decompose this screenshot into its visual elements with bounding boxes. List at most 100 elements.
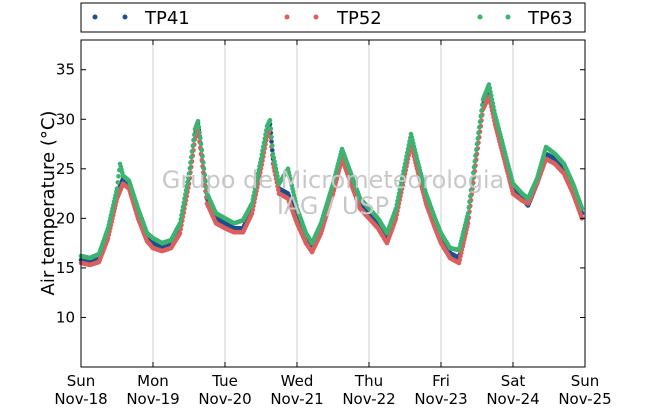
- data-point: [180, 208, 185, 214]
- data-point: [403, 157, 409, 163]
- data-point: [401, 169, 406, 174]
- data-point: [257, 164, 262, 169]
- data-point: [396, 191, 402, 196]
- data-point: [471, 170, 476, 176]
- data-point: [402, 165, 407, 170]
- data-point: [395, 198, 400, 204]
- data-point: [187, 165, 193, 171]
- legend-label-tp63: TP63: [527, 8, 573, 29]
- x-tick-label-day: Fri: [432, 372, 450, 390]
- data-point: [116, 174, 121, 179]
- data-point: [258, 160, 263, 165]
- data-point: [405, 150, 410, 155]
- data-point: [201, 160, 206, 165]
- data-point: [179, 212, 184, 218]
- x-tick-label-date: Nov-22: [342, 390, 395, 408]
- data-point: [199, 147, 205, 153]
- data-point: [249, 211, 255, 216]
- data-point: [476, 130, 481, 136]
- data-point: [178, 216, 184, 222]
- y-tick-label: 15: [56, 259, 75, 277]
- data-point: [269, 134, 274, 140]
- data-point: [466, 205, 472, 210]
- data-point: [405, 146, 411, 152]
- data-point: [254, 178, 259, 184]
- legend-marker-tp52: [313, 14, 319, 20]
- x-axis: SunNov-18MonNov-19TueNov-20WedNov-21ThuN…: [54, 40, 612, 408]
- legend-marker-tp41: [122, 14, 128, 20]
- data-point: [486, 82, 492, 87]
- data-point: [195, 119, 201, 124]
- y-tick-label: 10: [56, 308, 75, 326]
- data-point: [472, 159, 478, 164]
- data-point: [489, 93, 494, 98]
- x-tick-label-date: Nov-20: [198, 390, 251, 408]
- data-point: [263, 132, 268, 137]
- data-point: [197, 130, 202, 135]
- data-point: [260, 148, 265, 153]
- x-tick-label-date: Nov-18: [54, 390, 107, 408]
- data-point: [468, 193, 473, 199]
- data-point: [468, 188, 474, 193]
- data-point: [399, 180, 404, 185]
- data-point: [198, 136, 203, 141]
- y-tick-label: 35: [56, 61, 75, 79]
- watermark: Grupo de Micrometeorologia IAG / USP: [162, 166, 504, 220]
- plot-frame: [80, 39, 586, 368]
- x-tick-label-day: Sat: [501, 372, 526, 390]
- data-point: [475, 136, 481, 141]
- data-point: [183, 188, 189, 193]
- x-tick-label-day: Wed: [281, 372, 314, 390]
- data-point: [256, 167, 262, 173]
- data-point: [271, 155, 277, 160]
- data-point: [192, 132, 197, 138]
- legend-item-tp41: TP41: [92, 8, 190, 29]
- data-point: [262, 136, 268, 141]
- legend: TP41 TP52 TP63: [80, 2, 586, 33]
- data-point: [474, 141, 480, 147]
- data-point: [261, 144, 266, 149]
- data-point: [204, 185, 209, 190]
- data-point: [186, 171, 192, 177]
- data-point: [253, 182, 259, 188]
- data-point: [251, 193, 256, 199]
- data-point: [250, 197, 256, 203]
- data-point: [264, 128, 269, 133]
- legend-marker-tp41: [92, 14, 98, 20]
- data-point: [480, 102, 485, 108]
- data-point: [399, 176, 405, 181]
- x-tick-label-day: Tue: [211, 372, 238, 390]
- data-point: [255, 171, 261, 177]
- data-point: [393, 206, 399, 211]
- data-point: [276, 187, 281, 193]
- legend-item-tp63: TP63: [477, 8, 573, 29]
- x-tick-label-day: Mon: [137, 372, 169, 390]
- data-point: [465, 211, 471, 216]
- series-tp63: [78, 82, 585, 261]
- data-point: [273, 166, 279, 172]
- watermark-line-1: Grupo de Micrometeorologia: [162, 166, 504, 194]
- legend-marker-tp63: [505, 14, 511, 20]
- data-point: [115, 180, 121, 185]
- data-point: [272, 159, 277, 164]
- legend-label-tp41: TP41: [144, 8, 190, 29]
- data-point: [185, 179, 190, 185]
- data-point: [177, 230, 183, 236]
- x-tick-label-date: Nov-23: [414, 390, 467, 408]
- data-point: [490, 100, 496, 106]
- x-tick-label-day: Sun: [571, 372, 600, 390]
- x-tick-label-date: Nov-21: [270, 390, 323, 408]
- data-point: [397, 187, 403, 193]
- data-point: [471, 164, 477, 170]
- data-point: [181, 200, 187, 205]
- y-tick-label: 20: [56, 209, 75, 227]
- data-point: [491, 104, 496, 110]
- data-point: [479, 108, 484, 113]
- data-point: [469, 182, 475, 187]
- data-point: [190, 143, 196, 149]
- data-point: [203, 178, 208, 184]
- legend-label-tp52: TP52: [336, 8, 382, 29]
- watermark-line-2: IAG / USP: [277, 192, 389, 220]
- data-point: [275, 174, 280, 179]
